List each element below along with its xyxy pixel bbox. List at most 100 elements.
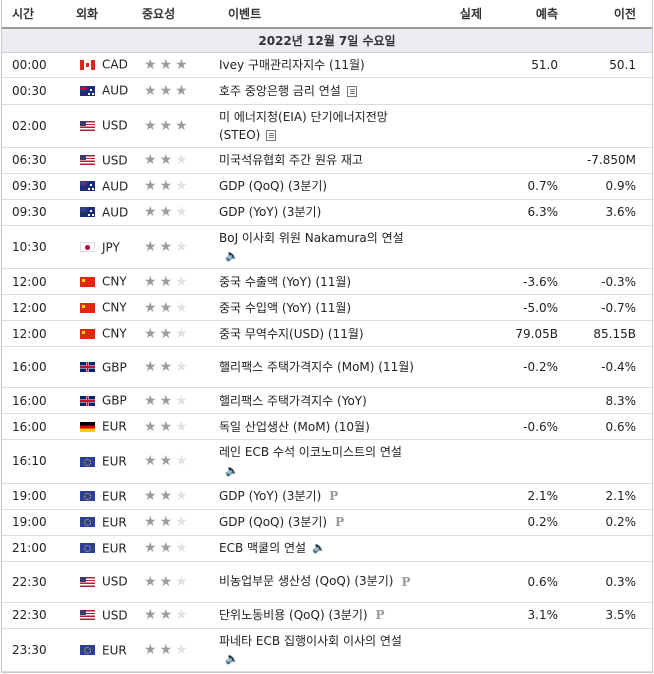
header-time[interactable]: 시간 [2, 0, 66, 29]
event-row[interactable]: 02:00 USD ★★★ 미 에너지청(EIA) 단기에너지전망(STEO) [2, 104, 652, 148]
document-icon[interactable] [266, 129, 277, 141]
event-name[interactable]: 독일 산업생산 (MoM) (10월) [219, 419, 370, 434]
event-currency: USD [102, 118, 128, 133]
event-name[interactable]: GDP (YoY) (3분기) [219, 488, 322, 503]
event-row[interactable]: 19:00 EUR ★★★ GDP (QoQ) (3분기) P 0.2% 0.2% [2, 509, 652, 536]
event-currency: CNY [102, 326, 127, 341]
event-name-cell[interactable]: 파네타 ECB 집행이사회 이사의 연설 🔈 [218, 628, 418, 672]
header-importance[interactable]: 중요성 [132, 0, 218, 29]
event-name[interactable]: Ivey 구매관리자지수 (11월) [219, 57, 365, 72]
event-name-cell[interactable]: 비농업부문 생산성 (QoQ) (3분기) P [218, 561, 418, 603]
header-forecast[interactable]: 예측 [498, 0, 574, 29]
event-row[interactable]: 16:00 GBP ★★★ 핼리팩스 주택가격지수 (MoM) (11월) -0.2% -… [2, 346, 652, 388]
speaker-icon[interactable]: 🔈 [312, 541, 326, 555]
event-row[interactable]: 09:30 AUD ★★★ GDP (QoQ) (3분기) 0.7% 0.9% [2, 173, 652, 200]
event-name[interactable]: 레인 ECB 수석 이코노미스트의 연설 [219, 445, 402, 459]
event-name-cell[interactable]: 핼리팩스 주택가격지수 (MoM) (11월) [218, 346, 418, 388]
event-name-cell[interactable]: ECB 맥쿨의 연설 🔈 [218, 535, 418, 562]
event-currency: CNY [102, 300, 127, 315]
event-row[interactable]: 16:10 EUR ★★★ 레인 ECB 수석 이코노미스트의 연설🔈 [2, 439, 652, 484]
header-previous[interactable]: 이전 [574, 0, 652, 29]
event-name[interactable]: ECB 맥쿨의 연설 [219, 540, 307, 555]
speaker-icon[interactable]: 🔈 [225, 652, 239, 665]
event-actual [418, 77, 498, 105]
event-row[interactable]: 12:00 CNY ★★★ 중국 수입액 (YoY) (11월) -5.0% -0.7% [2, 294, 652, 321]
header-event[interactable]: 이벤트 [218, 0, 418, 29]
event-row[interactable]: 00:00 CAD ★★★ Ivey 구매관리자지수 (11월) 51.0 50.1 [2, 52, 652, 78]
event-name-cell[interactable]: GDP (QoQ) (3분기) [218, 173, 418, 200]
event-row[interactable]: 12:00 CNY ★★★ 중국 수출액 (YoY) (11월) -3.6% -0.3% [2, 268, 652, 295]
event-currency-cell: EUR [66, 413, 132, 440]
event-row[interactable]: 16:00 EUR ★★★ 독일 산업생산 (MoM) (10월) -0.6% 0.6% [2, 413, 652, 440]
speaker-icon[interactable]: 🔈 [225, 249, 239, 262]
event-row[interactable]: 16:00 GBP ★★★ 핼리팩스 주택가격지수 (YoY) 8.3% [2, 387, 652, 414]
event-row[interactable]: 23:30 EUR ★★★ 파네타 ECB 집행이사회 이사의 연설🔈 [2, 628, 652, 672]
event-row[interactable]: 09:30 AUD ★★★ GDP (YoY) (3분기) 6.3% 3.6% [2, 199, 652, 226]
event-importance: ★★★ [132, 199, 218, 226]
event-row[interactable]: 22:30 USD ★★★ 단위노동비용 (QoQ) (3분기) P 3.1% 3.5% [2, 602, 652, 629]
event-name[interactable]: 미국석유협회 주간 원유 재고 [219, 153, 363, 167]
event-name[interactable]: 호주 중앙은행 금리 연설 [219, 83, 341, 98]
event-currency-cell: USD [66, 104, 132, 148]
event-row[interactable]: 19:00 EUR ★★★ GDP (YoY) (3분기) P 2.1% 2.1% [2, 483, 652, 510]
event-currency-cell: JPY [66, 225, 132, 269]
event-importance: ★★★ [132, 104, 218, 148]
importance-stars-icon: ★★★ [144, 514, 191, 530]
speaker-icon[interactable]: 🔈 [225, 463, 239, 477]
event-name-cell[interactable]: 미국석유협회 주간 원유 재고 [218, 147, 418, 174]
star-icon: ★ [175, 418, 191, 435]
event-name-cell[interactable]: 핼리팩스 주택가격지수 (YoY) [218, 387, 418, 414]
event-row[interactable]: 00:30 AUD ★★★ 호주 중앙은행 금리 연설 [2, 77, 652, 105]
event-name-cell[interactable]: Ivey 구매관리자지수 (11월) [218, 52, 418, 78]
star-icon: ★ [144, 392, 160, 409]
event-name-cell[interactable]: 독일 산업생산 (MoM) (10월) [218, 413, 418, 440]
header-actual[interactable]: 실제 [418, 0, 498, 29]
event-previous: -0.3% [574, 268, 652, 295]
event-previous: 3.5% [574, 602, 652, 629]
event-name[interactable]: 중국 무역수지(USD) (11월) [219, 326, 364, 341]
event-name[interactable]: GDP (YoY) (3분기) [219, 205, 322, 219]
star-icon: ★ [159, 453, 176, 470]
document-icon[interactable] [346, 85, 357, 97]
star-icon: ★ [175, 178, 191, 194]
event-time: 12:00 [2, 294, 66, 321]
event-name-cell[interactable]: 단위노동비용 (QoQ) (3분기) P [218, 602, 418, 629]
event-importance: ★★★ [132, 268, 218, 295]
star-icon: ★ [175, 392, 191, 409]
event-row[interactable]: 22:30 USD ★★★ 비농업부문 생산성 (QoQ) (3분기) P 0.6% 0.3… [2, 561, 652, 603]
event-name-cell[interactable]: 중국 수출액 (YoY) (11월) [218, 268, 418, 295]
event-name[interactable]: GDP (QoQ) (3분기) [219, 179, 328, 193]
event-time: 12:00 [2, 320, 66, 347]
event-name-cell[interactable]: 호주 중앙은행 금리 연설 [218, 77, 418, 105]
event-actual [418, 628, 498, 672]
event-name-cell[interactable]: 중국 수입액 (YoY) (11월) [218, 294, 418, 321]
event-name-cell[interactable]: 레인 ECB 수석 이코노미스트의 연설 🔈 [218, 439, 418, 484]
header-currency[interactable]: 외화 [66, 0, 132, 29]
event-forecast: -0.2% [498, 346, 574, 388]
event-row[interactable]: 12:00 CNY ★★★ 중국 무역수지(USD) (11월) 79.05B 85.15… [2, 320, 652, 347]
event-name[interactable]: 비농업부문 생산성 (QoQ) (3분기) [219, 574, 394, 589]
event-previous: 3.6% [574, 199, 652, 226]
event-name-cell[interactable]: GDP (QoQ) (3분기) P [218, 509, 418, 536]
event-name-cell[interactable]: 중국 무역수지(USD) (11월) [218, 320, 418, 347]
event-name-cell[interactable]: BoJ 이사회 위원 Nakamura의 연설 🔈 [218, 225, 418, 269]
event-name[interactable]: 중국 수입액 (YoY) (11월) [219, 300, 352, 315]
event-row[interactable]: 10:30 JPY ★★★ BoJ 이사회 위원 Nakamura의 연설🔈 [2, 225, 652, 269]
event-time: 02:00 [2, 104, 66, 148]
event-name[interactable]: 중국 수출액 (YoY) (11월) [219, 274, 352, 289]
event-name-cell[interactable]: 미 에너지청(EIA) 단기에너지전망(STEO) [218, 104, 418, 148]
event-name[interactable]: 핼리팩스 주택가격지수 (MoM) (11월) [219, 360, 414, 374]
event-name-cell[interactable]: GDP (YoY) (3분기) P [218, 483, 418, 510]
event-row[interactable]: 21:00 EUR ★★★ ECB 맥쿨의 연설 🔈 [2, 535, 652, 562]
event-actual [418, 320, 498, 347]
event-name[interactable]: 단위노동비용 (QoQ) (3분기) [219, 607, 368, 622]
event-name[interactable]: 미 에너지청(EIA) 단기에너지전망(STEO) [219, 109, 388, 142]
event-importance: ★★★ [132, 173, 218, 200]
event-name[interactable]: BoJ 이사회 위원 Nakamura의 연설 [219, 230, 404, 245]
event-name-cell[interactable]: GDP (YoY) (3분기) [218, 199, 418, 226]
event-forecast [498, 628, 574, 672]
event-name[interactable]: 핼리팩스 주택가격지수 (YoY) [219, 393, 367, 408]
event-name[interactable]: 파네타 ECB 집행이사회 이사의 연설 [219, 633, 402, 648]
event-row[interactable]: 06:30 USD ★★★ 미국석유협회 주간 원유 재고 -7.850M [2, 147, 652, 174]
event-name[interactable]: GDP (QoQ) (3분기) [219, 514, 328, 529]
